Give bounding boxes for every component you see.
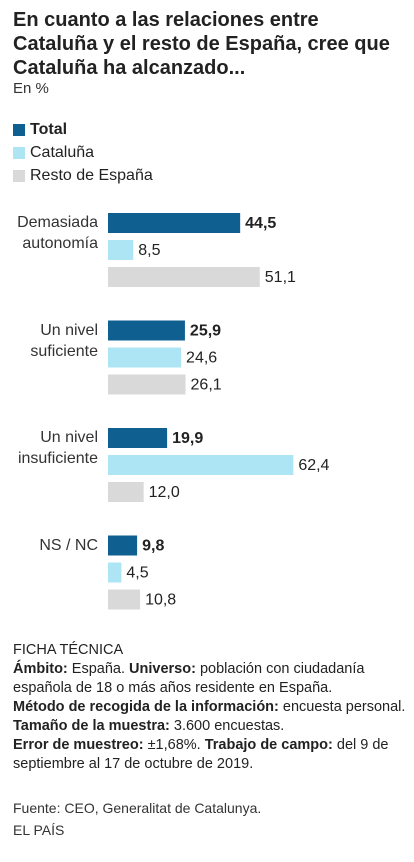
- value-label: 24,6: [186, 350, 217, 367]
- category-label: Un nivel suficiente: [30, 321, 98, 360]
- legend-swatch: [13, 124, 25, 136]
- chart-title: En cuanto a las relaciones entre Cataluñ…: [13, 9, 390, 79]
- bar: [108, 428, 168, 448]
- bar: [108, 562, 122, 583]
- bar: [108, 320, 185, 341]
- ficha-text: España.: [71, 661, 126, 677]
- category-label: Un nivel insuficiente: [17, 429, 98, 467]
- value-label: 25,9: [190, 323, 221, 340]
- ficha-label: Tamaño de la muestra:: [13, 718, 170, 734]
- value-label: 9,8: [142, 538, 164, 555]
- value-label: 26,1: [191, 377, 222, 394]
- chart-subtitle: En %: [13, 80, 49, 97]
- legend-label: Cataluña: [30, 144, 94, 161]
- category-label: NS / NC: [39, 536, 98, 554]
- ficha-label: Método de recogida de la información:: [13, 699, 279, 715]
- ficha-text: población con ciudadanía española de 18 …: [13, 661, 365, 696]
- category-label: Demasiada autonomía: [17, 214, 98, 252]
- ficha-text: del 9 de septiembre al 17 de octubre de …: [13, 737, 389, 772]
- bar: [108, 240, 134, 260]
- value-label: 10,8: [145, 592, 176, 609]
- ficha-title: FICHA TÉCNICA: [13, 642, 124, 658]
- value-label: 51,1: [265, 269, 296, 286]
- value-label: 12,0: [149, 484, 180, 501]
- ficha-label: Ámbito:: [13, 661, 68, 677]
- bar: [108, 374, 186, 395]
- value-label: 62,4: [298, 457, 329, 474]
- ficha-label: Error de muestreo:: [13, 737, 144, 753]
- value-label: 4,5: [126, 565, 148, 582]
- value-label: 19,9: [172, 430, 203, 447]
- ficha-text: ±1,68%.: [147, 737, 201, 753]
- ficha-text: 3.600 encuestas.: [173, 718, 285, 734]
- bar: [108, 482, 144, 502]
- source: Fuente: CEO, Generalitat de Catalunya.: [13, 800, 262, 816]
- legend-swatch: [13, 170, 25, 182]
- legend-label: Total: [30, 121, 67, 138]
- chart: Total Cataluña Resto de España 44,5 8,5 51,1 2…: [13, 121, 330, 610]
- value-label: 8,5: [138, 242, 160, 259]
- ficha-label: Trabajo de campo:: [204, 737, 333, 753]
- ficha-text: encuesta personal.: [282, 699, 406, 715]
- ficha-tecnica: FICHA TÉCNICA Ámbito: España. Universo: …: [13, 641, 408, 774]
- bar: [108, 535, 138, 556]
- legend-swatch: [13, 147, 25, 159]
- brand: EL PAÍS: [13, 822, 65, 838]
- bar: [108, 347, 182, 368]
- bar: [108, 589, 141, 610]
- ficha-label: Universo:: [129, 661, 196, 677]
- value-label: 44,5: [245, 215, 276, 232]
- bar: [108, 213, 241, 233]
- bar: [108, 267, 260, 287]
- bar: [108, 455, 294, 475]
- legend-label: Resto de España: [30, 167, 153, 184]
